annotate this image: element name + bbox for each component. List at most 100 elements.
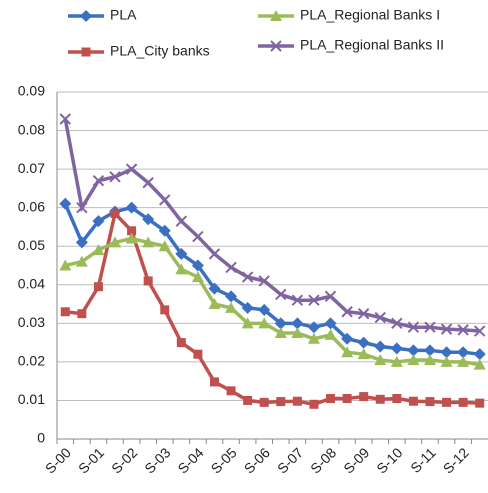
marker xyxy=(259,397,269,407)
y-tick-label: 0.07 xyxy=(18,160,45,176)
marker xyxy=(357,307,370,320)
marker xyxy=(391,317,403,330)
x-tick-label: S-01 xyxy=(75,444,107,476)
marker xyxy=(92,215,105,228)
marker xyxy=(93,282,103,292)
marker xyxy=(442,397,452,407)
marker xyxy=(193,349,203,359)
marker xyxy=(407,321,420,333)
marker xyxy=(341,332,354,345)
marker xyxy=(324,290,337,303)
marker xyxy=(208,282,221,295)
marker xyxy=(208,298,221,310)
marker xyxy=(275,288,287,301)
marker xyxy=(408,396,418,406)
y-tick-label: 0.03 xyxy=(18,314,45,330)
marker xyxy=(225,301,238,313)
marker xyxy=(341,306,353,318)
marker xyxy=(407,344,420,357)
marker xyxy=(440,355,453,367)
marker xyxy=(125,163,138,175)
marker xyxy=(407,353,420,365)
marker xyxy=(475,398,485,408)
marker xyxy=(309,399,319,409)
marker xyxy=(241,271,254,283)
marker xyxy=(59,197,72,210)
marker xyxy=(374,353,387,365)
marker xyxy=(291,294,304,306)
y-tick-label: 0.05 xyxy=(18,237,45,253)
marker xyxy=(75,255,88,267)
marker xyxy=(75,236,88,249)
marker xyxy=(159,194,171,206)
marker xyxy=(143,276,153,286)
marker xyxy=(473,358,486,370)
marker xyxy=(374,340,387,353)
marker xyxy=(324,317,337,330)
marker xyxy=(342,394,352,404)
marker xyxy=(109,236,122,248)
marker xyxy=(225,290,238,303)
x-tick-label: S-08 xyxy=(307,444,339,476)
marker xyxy=(307,332,320,344)
marker xyxy=(341,346,354,358)
marker xyxy=(423,344,436,357)
marker xyxy=(474,325,486,337)
x-tick-label: S-02 xyxy=(108,444,140,476)
legend-label: PLA_City banks xyxy=(110,43,210,59)
marker xyxy=(209,377,219,387)
marker xyxy=(457,346,470,359)
x-tick-label: S-07 xyxy=(274,444,306,476)
y-tick-label: 0.01 xyxy=(18,391,45,407)
marker xyxy=(208,248,221,260)
marker xyxy=(291,326,304,338)
marker xyxy=(473,348,486,361)
marker xyxy=(160,305,170,315)
marker xyxy=(191,259,204,272)
legend-marker xyxy=(80,10,92,22)
marker xyxy=(142,236,155,248)
marker xyxy=(142,213,155,226)
marker xyxy=(274,317,287,330)
marker xyxy=(226,386,236,396)
marker xyxy=(307,321,320,334)
marker xyxy=(158,224,171,237)
marker xyxy=(291,317,304,330)
marker xyxy=(457,355,470,367)
x-tick-label: S-03 xyxy=(141,444,173,476)
marker xyxy=(110,208,120,218)
marker xyxy=(357,348,370,360)
marker xyxy=(308,294,320,306)
marker xyxy=(258,275,270,287)
y-tick-label: 0.04 xyxy=(18,275,45,291)
marker xyxy=(77,309,87,319)
marker xyxy=(142,176,154,189)
marker xyxy=(175,263,188,275)
marker xyxy=(192,230,204,243)
x-tick-label: S-06 xyxy=(241,444,273,476)
marker xyxy=(59,113,71,125)
x-tick-label: S-10 xyxy=(373,444,405,476)
marker xyxy=(258,303,271,316)
x-tick-label: S-09 xyxy=(340,444,372,476)
marker xyxy=(92,174,105,187)
marker xyxy=(375,394,385,404)
marker xyxy=(191,271,204,283)
x-tick-label: S-12 xyxy=(440,444,472,476)
marker xyxy=(158,240,171,252)
y-tick-label: 0 xyxy=(37,430,45,446)
marker xyxy=(276,397,286,407)
legend-label: PLA_Regional Banks I xyxy=(300,7,440,23)
marker xyxy=(127,226,137,236)
series-line xyxy=(64,236,480,367)
marker xyxy=(60,307,70,317)
legend-label: PLA xyxy=(110,7,137,23)
marker xyxy=(125,232,138,244)
y-tick-label: 0.09 xyxy=(18,83,45,99)
marker xyxy=(359,392,369,402)
legend-label: PLA_Regional Banks II xyxy=(300,37,444,53)
marker xyxy=(274,326,287,338)
marker xyxy=(324,328,337,340)
marker xyxy=(374,311,386,324)
